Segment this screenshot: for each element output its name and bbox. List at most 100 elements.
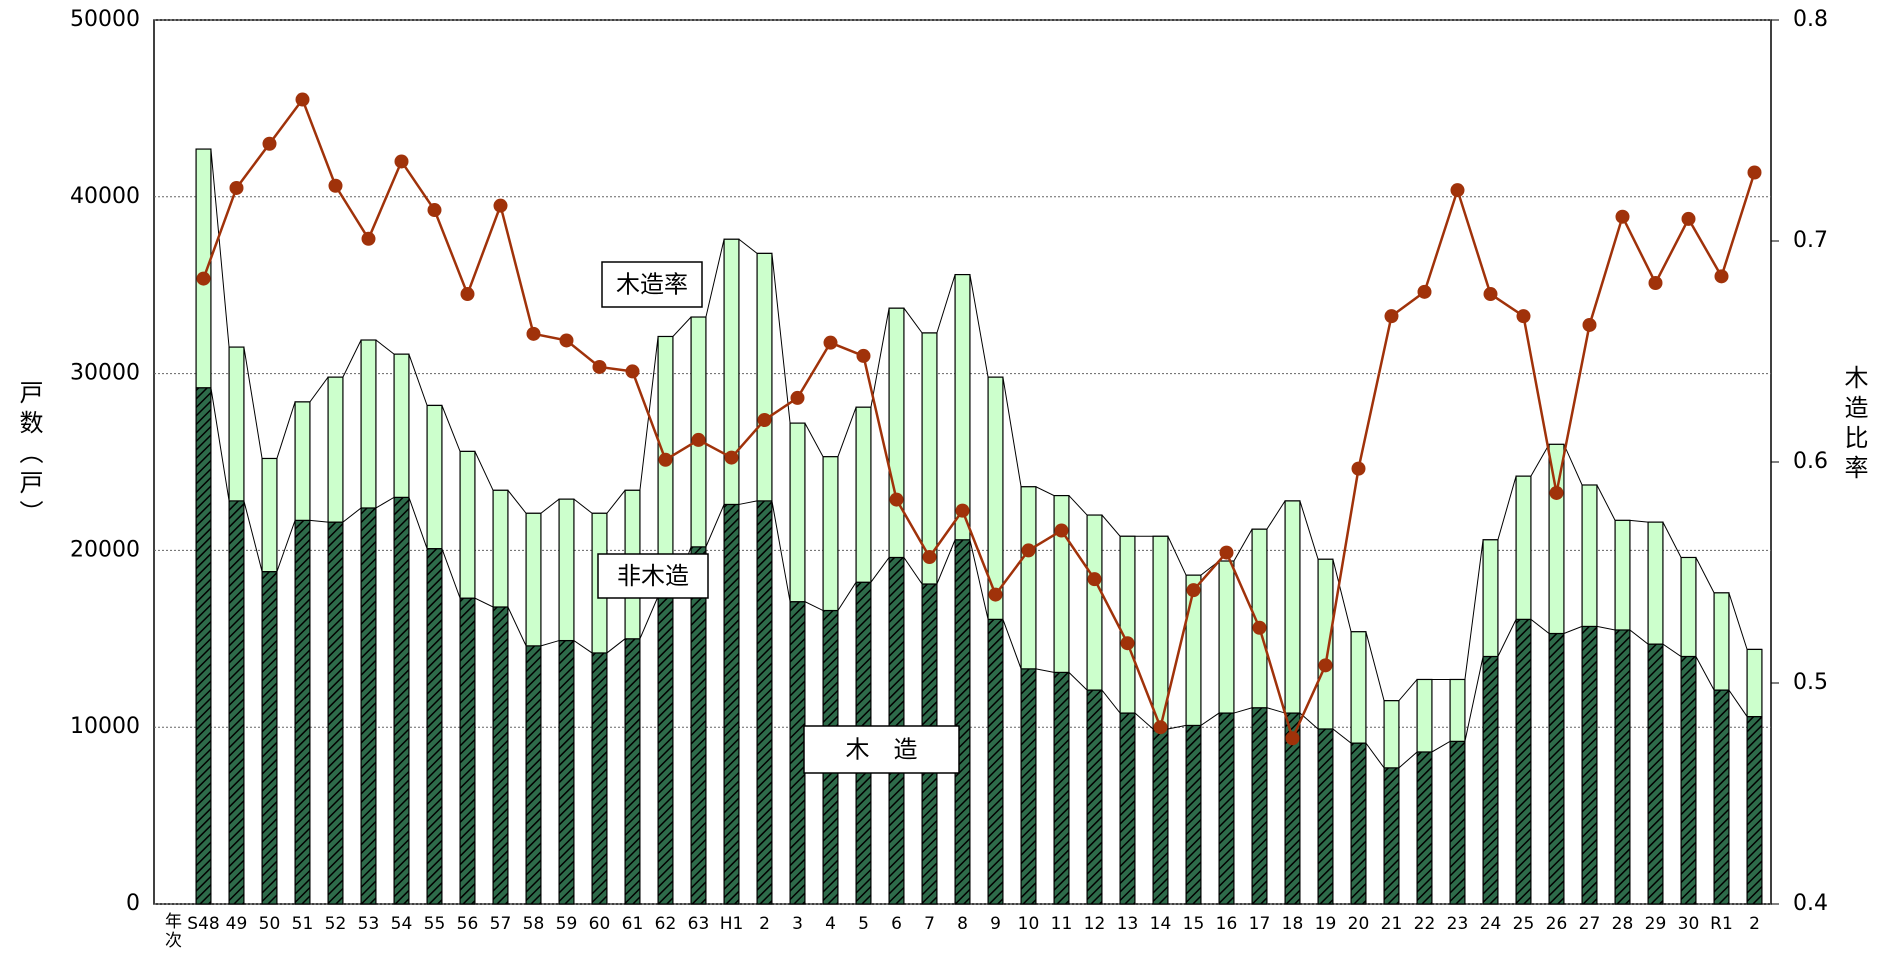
bar (1680, 655, 1697, 905)
bar (1581, 625, 1598, 905)
series-label-box (803, 725, 960, 774)
bar (393, 496, 410, 905)
bar (393, 353, 410, 498)
ratio-point (460, 287, 475, 302)
x-tick-label: 55 (424, 914, 446, 934)
bar (954, 539, 971, 905)
y-tick-label: 20000 (70, 537, 140, 562)
ratio-point (1747, 165, 1762, 180)
x-tick-label: 61 (622, 914, 644, 934)
bar (1317, 558, 1334, 730)
bar (1482, 539, 1499, 658)
bar (657, 595, 674, 905)
bar (624, 638, 641, 905)
ratio-point (1120, 636, 1135, 651)
x-tick-label: R1 (1710, 914, 1733, 934)
bar (1284, 500, 1301, 714)
bar (987, 618, 1004, 905)
x-tick-label: H1 (720, 914, 744, 934)
bar (1416, 678, 1433, 753)
y-tick-label: 0 (126, 891, 140, 916)
ratio-point (1219, 545, 1234, 560)
x-tick-label: 20 (1348, 914, 1370, 934)
ratio-point (724, 450, 739, 465)
ratio-point (1318, 658, 1333, 673)
series-label-box (597, 553, 709, 599)
ratio-point (295, 92, 310, 107)
x-tick-label: 53 (358, 914, 380, 934)
bar (1449, 740, 1466, 905)
bar (1317, 728, 1334, 905)
bar (525, 645, 542, 905)
x-tick-label: 3 (792, 914, 803, 934)
bar (327, 521, 344, 905)
x-tick-label: 52 (325, 914, 347, 934)
bar (1515, 475, 1532, 620)
ratio-point (856, 348, 871, 363)
bar (1251, 707, 1268, 905)
ratio-point (229, 180, 244, 195)
ratio-point (1681, 211, 1696, 226)
bar (1086, 514, 1103, 691)
bar (723, 503, 740, 905)
y-tick-label: 50000 (70, 7, 140, 32)
bar (360, 507, 377, 905)
ratio-point (1549, 485, 1564, 500)
x-tick-label: 60 (589, 914, 611, 934)
bar (459, 450, 476, 599)
y-tick-label: 40000 (70, 184, 140, 209)
y2-axis-label: 木造比率 (1840, 365, 1868, 485)
bar (789, 422, 806, 603)
series-label: 非木造 (617, 562, 689, 590)
ratio-point (1516, 309, 1531, 324)
y2-tick-label: 0.5 (1793, 670, 1828, 695)
bar (1383, 700, 1400, 769)
ratio-point (1153, 720, 1168, 735)
ratio-point (559, 333, 574, 348)
bar (525, 512, 542, 647)
bar (921, 332, 938, 585)
ratio-point (592, 359, 607, 374)
x-tick-label: 12 (1084, 914, 1106, 934)
bar (1350, 631, 1367, 744)
y-axis-label: 戸数（戸） (15, 380, 43, 530)
y2-tick-label: 0.4 (1793, 891, 1828, 916)
bar (459, 597, 476, 905)
bar (690, 316, 707, 548)
x-tick-label: 27 (1579, 914, 1601, 934)
ratio-point (625, 364, 640, 379)
ratio-point (955, 503, 970, 518)
bar (1053, 671, 1070, 905)
x-tick-label: 6 (891, 914, 902, 934)
series-label: 木造率 (616, 271, 688, 299)
bar (756, 500, 773, 905)
stack-connector (196, 387, 1762, 769)
ratio-point (1417, 284, 1432, 299)
ratio-point (1351, 461, 1366, 476)
ratio-point (823, 335, 838, 350)
bar (690, 546, 707, 905)
bar (1350, 742, 1367, 905)
bar (1020, 486, 1037, 670)
ratio-point (262, 136, 277, 151)
x-tick-label: 62 (655, 914, 677, 934)
y2-tick-label: 0.7 (1793, 228, 1828, 253)
bar (1053, 494, 1070, 673)
bar (789, 601, 806, 905)
ratio-point (1582, 317, 1597, 332)
bar (855, 406, 872, 583)
ratio-point (1285, 731, 1300, 746)
bar (492, 489, 509, 608)
x-tick-label: 18 (1282, 914, 1304, 934)
bar (1482, 655, 1499, 905)
bar (723, 238, 740, 506)
x-tick-label: 63 (688, 914, 710, 934)
bar (261, 457, 278, 573)
bar (1416, 751, 1433, 905)
x-tick-label: 15 (1183, 914, 1205, 934)
bar (822, 456, 839, 612)
x-tick-label: 8 (957, 914, 968, 934)
x-tick-label: 59 (556, 914, 578, 934)
bar (1614, 519, 1631, 631)
x-tick-label: 22 (1414, 914, 1436, 934)
